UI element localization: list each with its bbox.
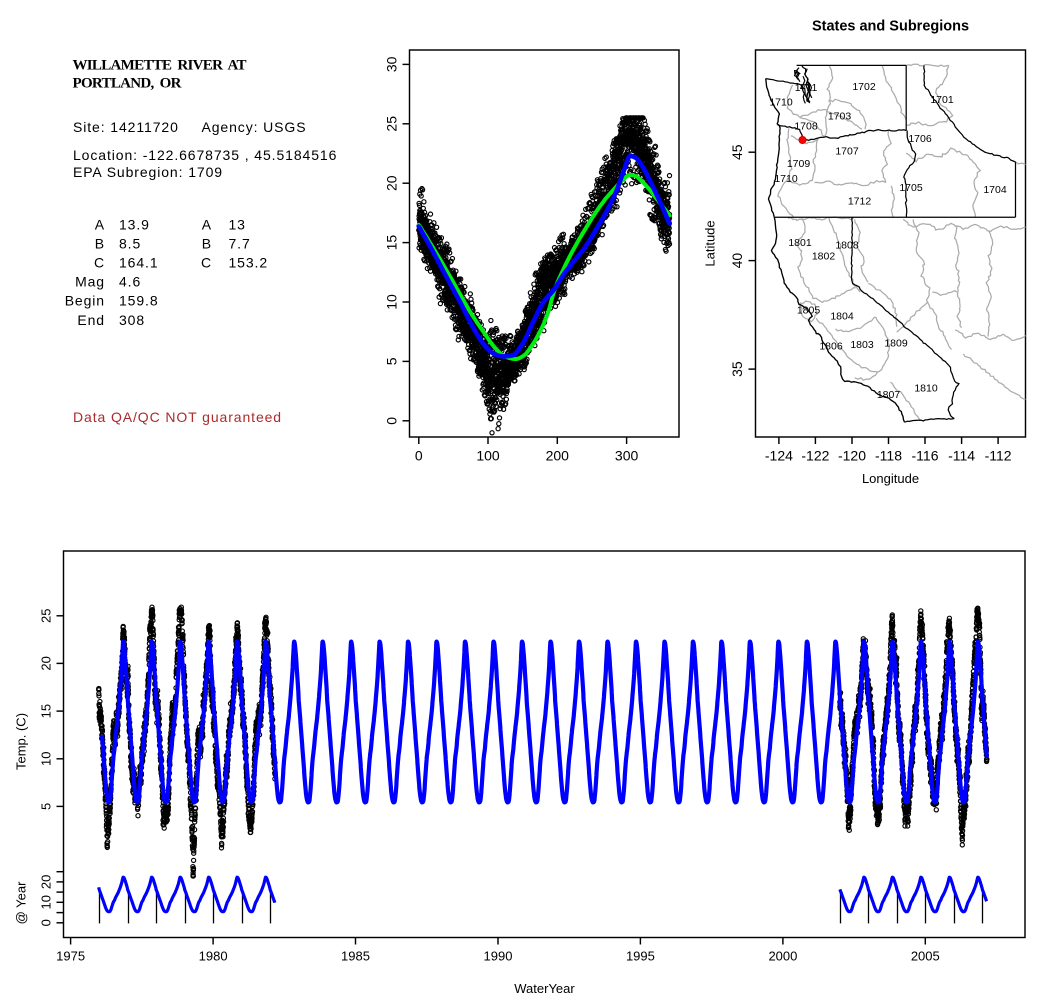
svg-text:100: 100 [476, 448, 500, 464]
svg-text:WILLAMETTE RIVER AT: WILLAMETTE RIVER AT [73, 58, 247, 74]
svg-text:A: A [95, 216, 105, 232]
svg-text:Location: -122.6678735 , 45.51: Location: -122.6678735 , 45.5184516 [73, 147, 337, 163]
svg-text:7.7: 7.7 [229, 235, 251, 251]
svg-text:308: 308 [119, 312, 145, 328]
svg-text:WaterYear: WaterYear [514, 981, 575, 996]
svg-text:1985: 1985 [341, 949, 370, 964]
svg-text:1710: 1710 [769, 96, 793, 108]
svg-text:Data QA/QC NOT guaranteed: Data QA/QC NOT guaranteed [73, 409, 282, 425]
svg-text:5: 5 [39, 803, 54, 810]
svg-text:1707: 1707 [835, 145, 859, 157]
svg-text:1709: 1709 [787, 158, 811, 170]
svg-text:Mag: Mag [75, 274, 105, 290]
svg-text:1995: 1995 [626, 949, 655, 964]
svg-text:13: 13 [229, 216, 246, 232]
svg-text:-122: -122 [801, 448, 829, 464]
svg-text:-118: -118 [875, 448, 902, 464]
svg-text:8.5: 8.5 [119, 235, 141, 251]
svg-text:15: 15 [384, 235, 400, 251]
svg-text:0: 0 [39, 919, 54, 926]
svg-text:@ Year: @ Year [14, 881, 29, 925]
svg-text:4.6: 4.6 [119, 274, 141, 290]
svg-text:1801: 1801 [788, 237, 812, 249]
svg-text:1990: 1990 [484, 949, 513, 964]
svg-text:164.1: 164.1 [119, 255, 159, 271]
svg-text:10: 10 [384, 294, 400, 310]
svg-text:200: 200 [546, 448, 570, 464]
svg-text:Begin: Begin [65, 293, 105, 309]
svg-text:1806: 1806 [819, 340, 843, 352]
svg-text:Agency: USGS: Agency: USGS [202, 119, 307, 135]
svg-text:1980: 1980 [199, 949, 228, 964]
svg-text:A: A [202, 216, 212, 232]
svg-text:Longitude: Longitude [862, 471, 919, 486]
svg-text:1706: 1706 [908, 133, 932, 145]
svg-text:1805: 1805 [797, 304, 821, 316]
svg-text:1704: 1704 [983, 184, 1007, 196]
svg-text:300: 300 [615, 448, 639, 464]
svg-text:45: 45 [729, 144, 745, 160]
svg-text:1810: 1810 [914, 382, 938, 394]
svg-text:153.2: 153.2 [229, 255, 269, 271]
svg-text:1809: 1809 [884, 337, 908, 349]
svg-text:1708: 1708 [794, 120, 818, 132]
svg-text:0: 0 [384, 417, 400, 425]
svg-text:1712: 1712 [848, 195, 872, 207]
svg-text:30: 30 [384, 56, 400, 72]
svg-text:20: 20 [384, 175, 400, 191]
svg-text:C: C [201, 255, 212, 271]
svg-text:0: 0 [415, 448, 423, 464]
svg-text:1701: 1701 [930, 94, 954, 106]
svg-text:10: 10 [39, 895, 54, 909]
svg-text:2005: 2005 [911, 949, 940, 964]
svg-text:-124: -124 [765, 448, 793, 464]
svg-text:1802: 1802 [812, 250, 836, 262]
svg-text:10: 10 [39, 752, 54, 766]
svg-text:EPA Subregion: 1709: EPA Subregion: 1709 [73, 164, 223, 180]
svg-text:Latitude: Latitude [703, 220, 718, 266]
svg-text:B: B [202, 235, 212, 251]
svg-text:States and Subregions: States and Subregions [812, 19, 969, 35]
svg-text:159.8: 159.8 [119, 293, 159, 309]
svg-text:20: 20 [39, 875, 54, 889]
svg-text:1710: 1710 [774, 173, 798, 185]
svg-text:1808: 1808 [835, 239, 859, 251]
svg-text:-114: -114 [948, 448, 975, 464]
svg-text:1975: 1975 [56, 949, 85, 964]
svg-text:-112: -112 [985, 448, 1012, 464]
svg-text:5: 5 [384, 357, 400, 365]
svg-text:1711: 1711 [795, 82, 818, 94]
svg-text:Temp. (C): Temp. (C) [14, 713, 29, 770]
svg-text:C: C [94, 255, 105, 271]
svg-text:2000: 2000 [768, 949, 797, 964]
svg-text:20: 20 [39, 656, 54, 670]
svg-text:1703: 1703 [828, 110, 852, 122]
svg-text:1803: 1803 [850, 339, 874, 351]
svg-text:1807: 1807 [877, 389, 901, 401]
svg-text:-120: -120 [838, 448, 866, 464]
svg-text:40: 40 [729, 253, 745, 269]
svg-text:25: 25 [384, 116, 400, 132]
svg-text:15: 15 [39, 704, 54, 718]
svg-text:End: End [77, 312, 105, 328]
svg-text:1804: 1804 [830, 310, 854, 322]
svg-text:35: 35 [729, 361, 745, 377]
svg-text:1705: 1705 [899, 182, 923, 194]
svg-text:B: B [95, 235, 105, 251]
svg-text:PORTLAND, OR: PORTLAND, OR [73, 76, 182, 92]
svg-text:25: 25 [39, 609, 54, 623]
svg-text:13.9: 13.9 [119, 216, 150, 232]
svg-text:-116: -116 [912, 448, 939, 464]
svg-text:1702: 1702 [852, 81, 876, 93]
svg-text:Site: 14211720: Site: 14211720 [73, 119, 179, 135]
